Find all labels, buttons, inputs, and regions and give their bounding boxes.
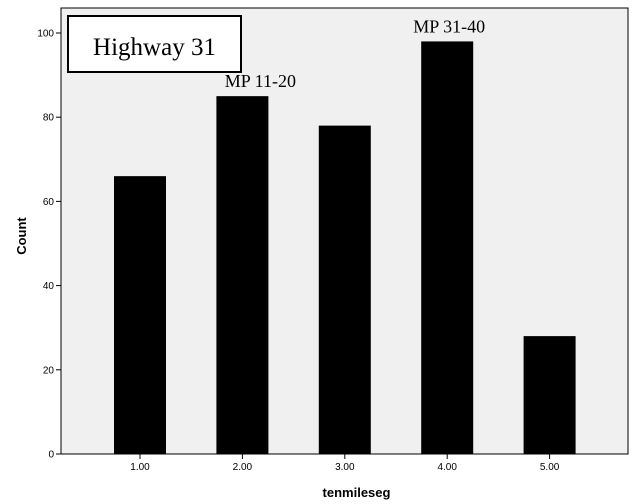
- bar-annotation: MP 11-20: [225, 71, 296, 91]
- bar-1.00: [114, 176, 166, 454]
- annotations-group: MP 11-20 MP 31-40: [225, 16, 485, 91]
- x-tick-label: 4.00: [437, 462, 457, 473]
- y-tick-label: 60: [43, 197, 55, 208]
- x-axis-title: tenmileseg: [323, 485, 391, 500]
- y-tick-label: 20: [43, 365, 55, 376]
- y-tick-label: 80: [43, 113, 55, 124]
- x-axis-ticks: 1.00 2.00 3.00 4.00 5.00: [130, 454, 560, 473]
- y-tick-label: 40: [43, 281, 55, 292]
- y-axis-ticks: 0 20 40 60 80 100: [37, 29, 61, 461]
- x-tick-label: 3.00: [335, 462, 355, 473]
- bar-2.00: [216, 96, 269, 455]
- bar-3.00: [318, 125, 371, 455]
- x-tick-label: 5.00: [540, 462, 560, 473]
- x-tick-label: 2.00: [233, 462, 253, 473]
- bar-4.00: [421, 41, 474, 455]
- y-tick-label: 0: [48, 450, 54, 461]
- title-box: Highway 31: [67, 15, 242, 73]
- chart-title: Highway 31: [93, 34, 216, 61]
- y-axis-title: Count: [14, 217, 29, 255]
- bars-group: [114, 41, 576, 455]
- title-frame: [67, 15, 242, 73]
- bar-annotation: MP 31-40: [413, 16, 485, 36]
- x-tick-label: 1.00: [130, 462, 150, 473]
- bar-5.00: [523, 336, 576, 454]
- y-tick-label: 100: [37, 29, 54, 40]
